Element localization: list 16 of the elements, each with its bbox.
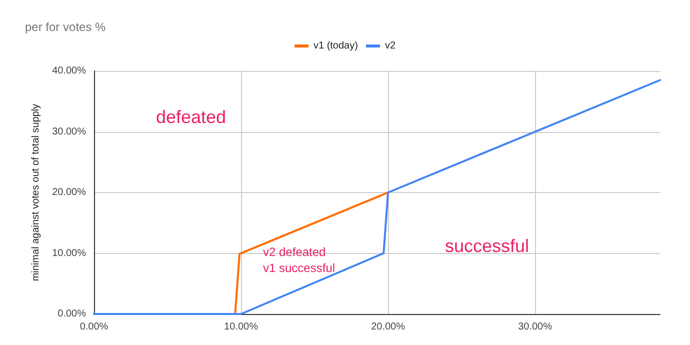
y-axis-title: minimal against votes out of total supply	[30, 104, 42, 282]
x-tick-label: 20.00%	[371, 322, 406, 332]
x-tick-label: 10.00%	[224, 322, 258, 332]
annotation: v2 defeated v1 successful	[263, 245, 336, 275]
x-tick-label: 30.00%	[518, 322, 552, 332]
y-tick-label: 30.00%	[52, 126, 86, 138]
y-tick-label: 20.00%	[52, 187, 86, 198]
x-tick-label: 0.00%	[80, 322, 108, 332]
y-tick-label: 0.00%	[58, 308, 86, 320]
chart-title: per for votes %	[25, 20, 106, 34]
legend-label: v2	[384, 40, 396, 52]
y-tick-label: 40.00%	[52, 66, 86, 76]
annotation: defeated	[156, 107, 226, 127]
legend-label: v1 (today)	[313, 40, 358, 52]
y-tick-label: 10.00%	[52, 248, 86, 259]
annotation: successful	[445, 236, 530, 256]
